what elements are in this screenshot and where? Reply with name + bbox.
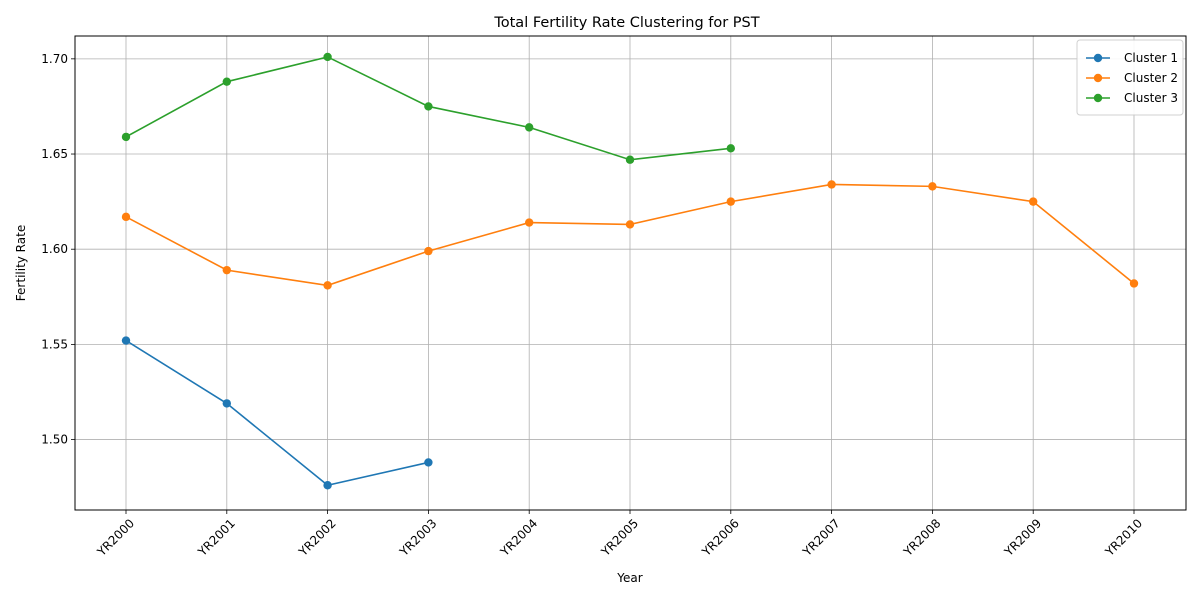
data-point [121, 212, 131, 222]
legend-swatch-marker [1093, 93, 1103, 103]
legend-label: Cluster 1 [1124, 51, 1178, 65]
legend: Cluster 1 Cluster 2 Cluster 3 [1076, 39, 1184, 116]
legend-label: Cluster 2 [1124, 71, 1178, 85]
x-tick-label: YR2000 [94, 516, 137, 559]
chart-title: Total Fertility Rate Clustering for PST [493, 15, 759, 31]
legend-label: Cluster 3 [1124, 91, 1178, 105]
y-axis-ticks: 1.50 1.55 1.60 1.65 1.70 [41, 52, 75, 447]
y-tick-label: 1.60 [41, 242, 68, 256]
y-tick-label: 1.50 [41, 433, 68, 447]
data-point [1129, 279, 1139, 288]
series-cluster-2 [121, 180, 1139, 290]
data-point [726, 144, 735, 153]
data-point [525, 218, 534, 227]
x-axis-label: Year [616, 571, 642, 585]
plot-area-frame [74, 35, 1187, 511]
x-tick-label: YR2010 [1102, 516, 1145, 559]
series-cluster-1 [121, 336, 433, 490]
data-point [424, 246, 433, 256]
y-axis-label: Fertility Rate [14, 225, 28, 301]
x-axis-ticks: YR2000 YR2001 YR2002 YR2003 YR2004 YR2005 YR20… [94, 510, 1145, 560]
x-tick-label: YR2007 [799, 516, 842, 559]
data-point [222, 77, 231, 86]
data-point [625, 220, 635, 229]
x-tick-label: YR2005 [598, 516, 641, 559]
data-point [928, 182, 937, 191]
y-tick-label: 1.70 [41, 52, 68, 66]
legend-swatch-marker [1093, 53, 1103, 63]
data-point [424, 458, 433, 467]
data-point [323, 52, 332, 62]
data-point [726, 197, 735, 206]
x-tick-label: YR2006 [699, 516, 742, 559]
data-point [222, 265, 231, 275]
data-point [1029, 197, 1038, 206]
data-point [323, 281, 332, 290]
data-point [625, 155, 635, 164]
x-tick-label: YR2004 [497, 516, 540, 559]
y-tick-label: 1.65 [41, 147, 68, 161]
x-tick-label: YR2009 [1001, 516, 1044, 559]
x-tick-label: YR2002 [295, 516, 338, 559]
y-tick-label: 1.55 [41, 337, 68, 351]
data-point [121, 132, 131, 142]
data-point [222, 399, 231, 408]
series-line [125, 339, 429, 487]
series-cluster-3 [121, 52, 735, 164]
series-layer [121, 52, 1139, 490]
data-point [827, 180, 836, 189]
data-point [525, 123, 534, 132]
data-point [424, 102, 433, 111]
legend-swatch-marker [1093, 73, 1103, 83]
data-point [121, 336, 131, 345]
x-tick-label: YR2008 [900, 516, 943, 559]
x-tick-label: YR2001 [195, 516, 238, 559]
data-point [323, 481, 332, 490]
x-tick-label: YR2003 [396, 516, 439, 559]
